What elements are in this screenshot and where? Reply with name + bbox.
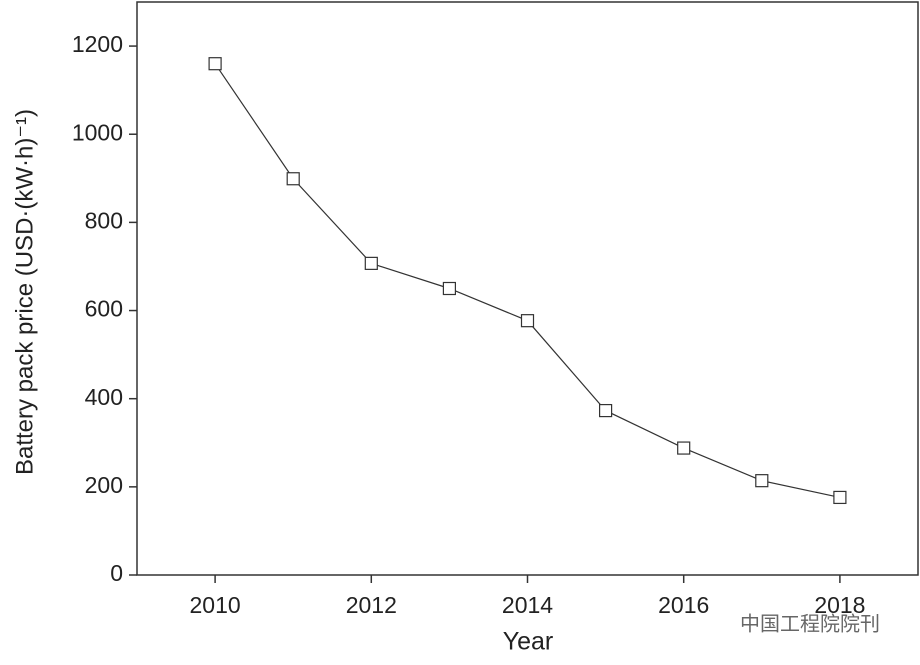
y-tick-label: 800 <box>85 207 123 233</box>
x-tick-label: 2012 <box>346 592 397 618</box>
data-point <box>677 441 691 455</box>
data-point <box>598 403 613 418</box>
data-point <box>520 314 535 328</box>
x-tick-label: 2014 <box>502 592 553 618</box>
x-axis-label: Year <box>503 628 554 656</box>
x-tick-label: 2010 <box>190 592 241 618</box>
data-point <box>755 474 769 488</box>
data-point <box>208 57 222 71</box>
watermark: 中国工程院院刊 <box>740 612 880 635</box>
y-tick-label: 600 <box>85 296 123 322</box>
y-tick-label: 1200 <box>72 31 123 57</box>
data-point <box>286 172 300 186</box>
y-axis-label: Battery pack price (USD·(kW·h)⁻¹) <box>11 109 38 475</box>
series-line <box>214 63 841 499</box>
x-tick-label: 2016 <box>658 592 709 618</box>
y-tick-label: 400 <box>85 384 123 410</box>
y-tick-label: 200 <box>85 472 123 498</box>
y-tick-label: 0 <box>110 560 123 586</box>
x-tick-label: 2018 <box>814 592 865 618</box>
data-point <box>364 256 378 270</box>
data-point <box>833 490 847 505</box>
data-point <box>442 281 456 296</box>
y-tick-label: 1000 <box>72 119 123 145</box>
